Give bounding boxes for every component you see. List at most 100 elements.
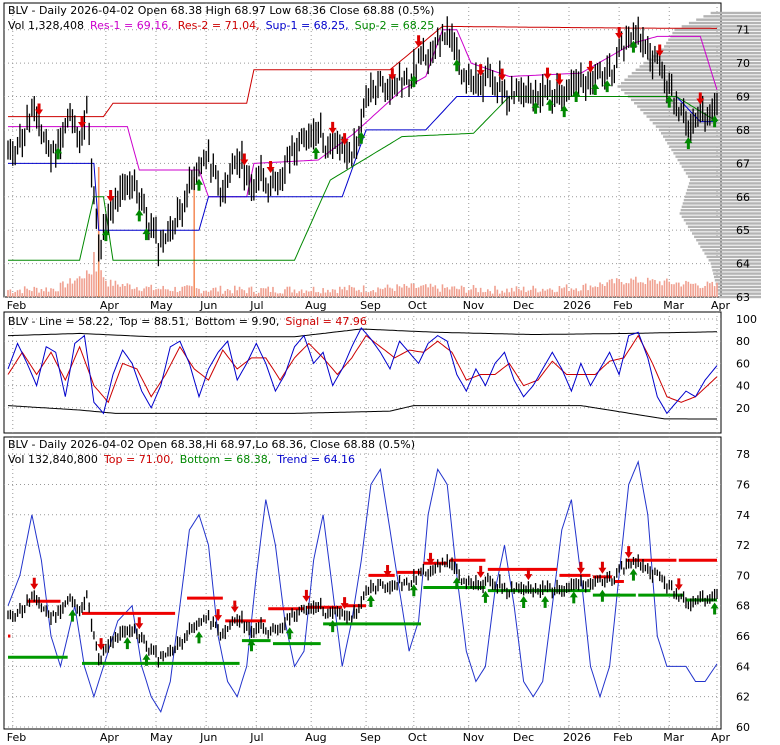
volume-bar — [35, 287, 38, 297]
volume-bar — [210, 290, 212, 297]
profile-bar — [624, 91, 761, 95]
volume-bar — [319, 293, 322, 297]
trend-panel: 60 62 64 66 68 70 72 74 76 78 Feb Apr May Jun Jul Aug S… — [3, 436, 750, 744]
volume-bar — [513, 291, 515, 297]
volume-bar — [429, 283, 432, 297]
volume-bar — [599, 282, 601, 297]
volume-bar — [682, 284, 685, 297]
oscillator-panel: 20 40 60 80 100 BLV - Line = 58.22, Top = 88.… — [3, 311, 757, 434]
oscillator-legend: BLV - Line = 58.22, Top = 88.51, Bottom = … — [8, 315, 367, 328]
profile-bar — [688, 21, 761, 25]
profile-bar — [694, 235, 761, 239]
volume-bar — [422, 285, 425, 297]
volume-bar — [100, 270, 102, 297]
volume-bar — [494, 285, 496, 297]
volume-bar — [31, 291, 33, 297]
profile-bar — [686, 188, 761, 192]
x-tick-label: Aug — [305, 299, 326, 312]
down-arrow — [426, 552, 435, 565]
signal-arrows — [35, 26, 719, 242]
volume-bar — [59, 282, 62, 297]
volume-bar — [398, 286, 401, 297]
down-arrow — [414, 35, 423, 48]
volume-bar — [496, 289, 499, 297]
profile-bar — [685, 192, 761, 195]
volume-bar — [195, 288, 198, 297]
y-tick-label: 71 — [736, 24, 750, 37]
volume-bar — [236, 290, 238, 297]
profile-bar — [712, 269, 761, 272]
volume-bar — [630, 278, 632, 297]
x-tick-label: Feb — [7, 299, 26, 312]
down-arrow — [35, 103, 44, 116]
volume-bar — [386, 284, 389, 297]
volume-bar — [298, 291, 301, 297]
volume-bar — [565, 284, 568, 297]
x-tick-label: Nov — [463, 299, 485, 312]
up-arrow — [101, 229, 110, 242]
volume-bar — [93, 252, 95, 297]
profile-bar — [718, 295, 761, 299]
volume-bar — [64, 287, 67, 297]
volume-bar — [556, 291, 558, 297]
volume-bar — [604, 285, 606, 297]
profile-bar — [683, 218, 761, 222]
down-arrow — [524, 568, 533, 581]
volume-bar — [226, 288, 229, 297]
volume-bar — [615, 278, 618, 297]
volume-bar — [315, 292, 317, 297]
volume-bar — [200, 293, 203, 297]
price-x-axis: Feb Apr May Jun Jul Aug Sep Oct Nov Dec 2026 Feb Mar… — [7, 299, 731, 312]
volume-bar — [310, 290, 312, 297]
volume-bar — [274, 292, 277, 297]
sup2-line — [8, 96, 718, 261]
volume-bar — [649, 280, 651, 297]
y-tick-label: 69 — [736, 91, 750, 104]
profile-bar — [682, 202, 761, 205]
volume-bar — [706, 281, 709, 297]
up-arrow — [142, 653, 151, 666]
legend-entry: Sup-2 = 68.25 — [355, 19, 435, 32]
volume-bar — [568, 290, 570, 297]
volume-bar — [183, 286, 186, 297]
down-arrow — [586, 60, 595, 73]
volume-bar — [83, 278, 86, 297]
down-arrow — [340, 133, 349, 146]
volume-bar — [484, 291, 487, 297]
y-tick-label: 78 — [736, 448, 750, 461]
volume-bar — [372, 290, 375, 297]
volume-bar — [28, 290, 31, 297]
volume-bar — [697, 285, 699, 297]
volume-bar — [482, 292, 484, 297]
oscillator-line — [7, 327, 718, 415]
profile-bar — [679, 162, 761, 165]
down-arrow — [624, 546, 633, 559]
legend-entry: Sup-1 = 68.25, — [266, 19, 349, 32]
volume-bar — [339, 286, 341, 297]
volume-bar — [281, 293, 284, 297]
volume-bar — [608, 279, 611, 297]
volume-bar — [458, 289, 460, 297]
volume-bar — [685, 280, 687, 297]
up-arrow — [710, 115, 719, 128]
volume-bar — [257, 292, 260, 297]
profile-bar — [669, 145, 761, 148]
volume-bar — [587, 290, 589, 297]
volume-bar — [243, 290, 246, 297]
volume-bar — [410, 283, 413, 297]
volume-bar — [606, 282, 608, 297]
volume-bar — [534, 288, 537, 297]
trend-x-axis: Feb Apr May Jun Jul Aug Sep Oct Nov Dec 2026 Feb Mar… — [7, 731, 731, 744]
up-arrow — [710, 602, 719, 615]
y-tick-label: 64 — [736, 660, 750, 673]
profile-bar — [704, 252, 761, 255]
volume-bar — [575, 288, 577, 297]
volume-bar — [293, 289, 296, 297]
volume-bar — [19, 289, 21, 297]
profile-bar — [685, 172, 761, 175]
y-tick-label: 66 — [736, 191, 750, 204]
volume-bar — [229, 290, 231, 297]
volume-bar — [441, 284, 444, 297]
down-arrow — [340, 597, 349, 610]
y-tick-label: 65 — [736, 224, 750, 237]
